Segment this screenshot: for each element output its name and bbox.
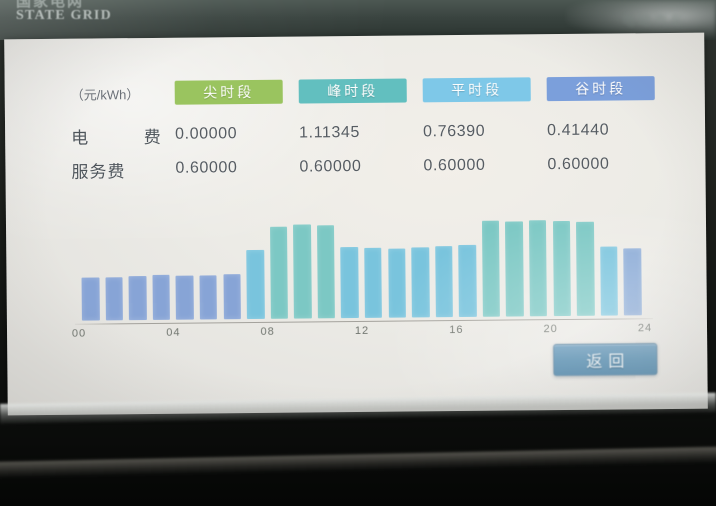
chart-bar [316, 225, 336, 319]
chart-bar [387, 248, 406, 318]
chart-bar [529, 220, 548, 317]
axis-tick-label: 08 [260, 325, 275, 338]
chart-bars [78, 211, 645, 321]
chart-x-axis-ticks: 00 04 08 12 16 20 24 [72, 322, 652, 343]
axis-tick-label: 04 [166, 326, 181, 339]
chart-bar [81, 277, 100, 321]
bar-slot [432, 213, 457, 318]
brand-name-en: STATE GRID [16, 7, 112, 23]
bar-slot [361, 214, 386, 318]
row-label-electricity-fee: 电费 [71, 127, 162, 148]
service-fee-gu: 0.60000 [547, 155, 610, 174]
tariff-row-service-fee: 服务费 0.60000 0.60000 0.60000 0.60000 [71, 147, 671, 187]
electricity-fee-jian: 0.00000 [175, 125, 238, 143]
chart-bar [411, 247, 430, 318]
bar-slot [573, 212, 598, 316]
chart-bar [223, 274, 241, 320]
bar-slot [101, 216, 126, 321]
chart-bar [458, 245, 477, 318]
electricity-fee-feng: 1.11345 [299, 123, 361, 142]
device-shelf-edge [0, 446, 716, 478]
lcd-screen: （元/kWh） 尖时段 峰时段 平时段 谷时段 电费 0.00000 1.113… [4, 32, 708, 416]
chart-bar [552, 221, 571, 317]
hourly-tariff-bar-chart: 00 04 08 12 16 20 24 [72, 205, 653, 340]
bar-slot [620, 211, 645, 316]
axis-tick-label: 20 [543, 323, 558, 336]
bar-slot [455, 213, 480, 318]
state-grid-logo: 国家电网 STATE GRID [16, 0, 112, 23]
service-fee-ping: 0.60000 [423, 156, 486, 175]
brand-name-cn: 国家电网 [16, 0, 85, 10]
chart-bar [434, 246, 454, 318]
bar-slot [549, 212, 574, 317]
chart-bar [105, 277, 123, 321]
chart-bar [269, 227, 289, 319]
return-button[interactable]: 返回 [553, 343, 658, 377]
period-chip-gu: 谷时段 [546, 76, 655, 102]
bar-slot [267, 215, 292, 319]
row-label-service-fee: 服务费 [71, 161, 126, 182]
bar-slot [219, 215, 244, 320]
bar-slot [502, 212, 527, 317]
tariff-table: （元/kWh） 尖时段 峰时段 平时段 谷时段 电费 0.00000 1.113… [71, 75, 672, 187]
bar-slot [78, 216, 103, 321]
axis-tick-label: 00 [71, 327, 87, 340]
bar-slot [526, 212, 551, 317]
chart-bar [364, 248, 383, 318]
bar-slot [384, 214, 409, 318]
bar-slot [597, 211, 622, 316]
chart-bar [481, 220, 501, 317]
chart-bar [505, 221, 524, 317]
bezel-corner-text: 电动汽车 [621, 13, 686, 28]
chart-bar [175, 275, 194, 320]
tariff-header-row: （元/kWh） 尖时段 峰时段 平时段 谷时段 [71, 75, 671, 107]
axis-tick-label: 16 [449, 323, 464, 337]
chart-bar [246, 250, 265, 320]
bar-slot [196, 215, 221, 320]
bar-slot [337, 214, 362, 319]
chart-bar [576, 222, 595, 316]
tariff-unit-label: （元/kWh） [70, 86, 140, 103]
chart-bar [128, 276, 147, 321]
period-chip-feng: 峰时段 [298, 78, 407, 104]
axis-tick-label: 12 [354, 324, 370, 338]
bar-slot [149, 216, 174, 320]
bar-slot [408, 213, 433, 318]
chart-bar [293, 224, 312, 319]
bar-slot [479, 213, 504, 317]
chart-bar [623, 248, 642, 316]
tariff-row-electricity-fee: 电费 0.00000 1.11345 0.76390 0.41440 [71, 113, 671, 153]
electricity-fee-gu: 0.41440 [547, 121, 610, 140]
chart-bar [600, 246, 619, 316]
bar-slot [314, 214, 339, 319]
bar-slot [125, 216, 150, 321]
service-fee-feng: 0.60000 [299, 157, 362, 176]
service-fee-jian: 0.60000 [175, 159, 238, 177]
period-chip-ping: 平时段 [422, 77, 531, 103]
device-top-bezel: 国家电网 STATE GRID 电动汽车 [0, 0, 716, 40]
chart-bar [340, 247, 359, 319]
bar-slot [243, 215, 268, 320]
bar-slot [172, 216, 197, 320]
period-chip-jian: 尖时段 [174, 79, 283, 105]
axis-tick-label: 24 [637, 322, 653, 335]
chart-bar [199, 275, 218, 320]
bar-slot [290, 214, 315, 319]
electricity-fee-ping: 0.76390 [423, 122, 486, 141]
chart-bar [152, 275, 171, 320]
